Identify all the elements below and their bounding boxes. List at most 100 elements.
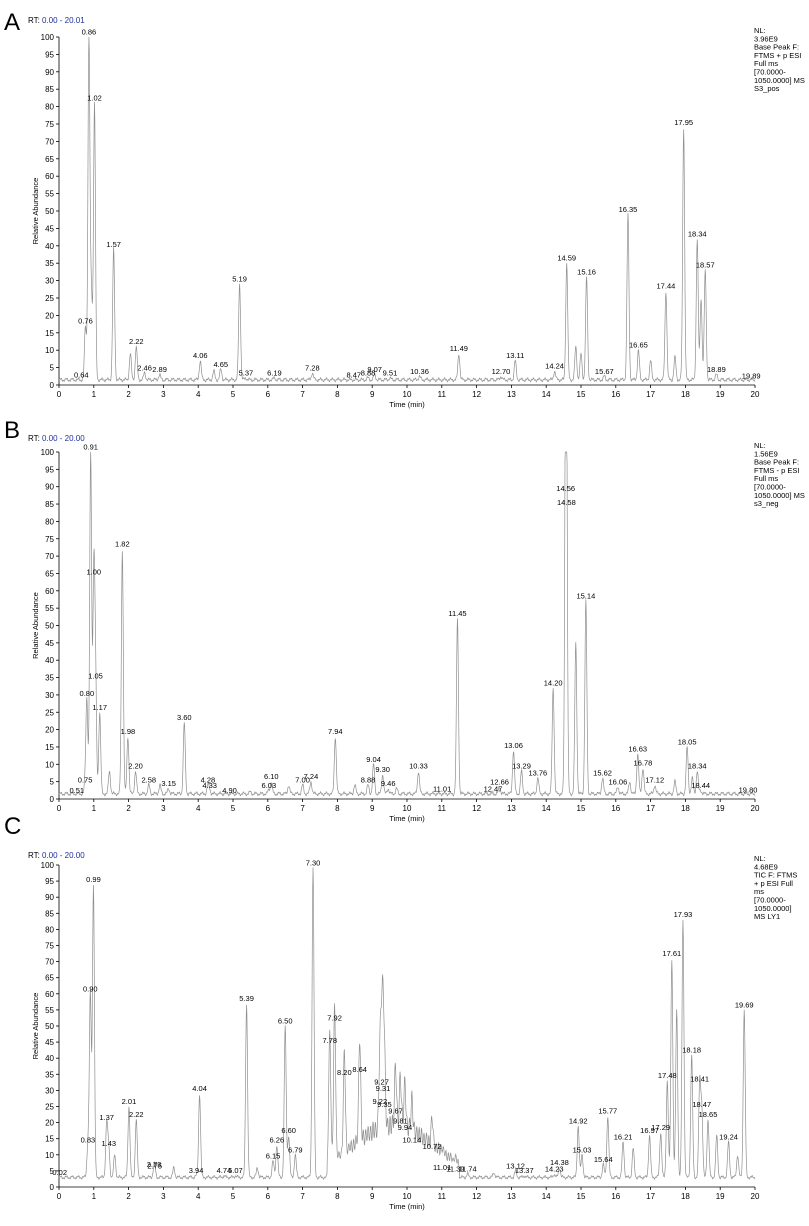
x-tick-label: 5 <box>231 804 236 813</box>
x-tick-label: 20 <box>751 390 760 399</box>
peak-label: 4.28 <box>201 776 216 785</box>
y-tick-label: 60 <box>45 587 54 596</box>
panel-a: A RT: 0.00 - 20.01051015202530354045505560… <box>4 9 805 409</box>
y-tick-label: 60 <box>45 990 54 999</box>
y-tick-label: 70 <box>45 958 54 967</box>
info-line: TIC F: FTMS <box>754 871 797 880</box>
peak-label: 6.60 <box>281 1126 296 1135</box>
y-tick-label: 30 <box>45 277 54 286</box>
peak-label: 6.03 <box>262 781 277 790</box>
peak-label: 14.56 <box>556 484 575 493</box>
info-line: + p ESI Full <box>754 879 793 888</box>
peak-label: 15.64 <box>594 1155 613 1164</box>
y-tick-label: 10 <box>45 760 54 769</box>
peak-label: 19.89 <box>742 371 761 380</box>
peak-label: 18.44 <box>691 781 710 790</box>
x-tick-label: 14 <box>542 1192 551 1201</box>
peak-label: 14.59 <box>557 254 576 263</box>
x-tick-label: 6 <box>266 390 271 399</box>
panel-letter: B <box>4 417 20 444</box>
x-tick-label: 13 <box>507 804 516 813</box>
x-tick-label: 5 <box>231 1192 236 1201</box>
y-tick-label: 80 <box>45 925 54 934</box>
y-tick-label: 45 <box>45 1038 54 1047</box>
peak-label: 18.41 <box>690 1074 709 1083</box>
y-tick-label: 35 <box>45 1070 54 1079</box>
x-tick-label: 16 <box>611 804 620 813</box>
peak-label: 15.14 <box>576 592 595 601</box>
x-tick-label: 19 <box>716 1192 725 1201</box>
peak-label: 3.60 <box>177 713 192 722</box>
y-tick-label: 20 <box>45 726 54 735</box>
peak-label: 8.20 <box>337 1068 352 1077</box>
peak-label: 9.35 <box>377 1100 392 1109</box>
x-tick-label: 10 <box>403 390 412 399</box>
peak-label: 2.75 <box>147 1161 162 1170</box>
y-tick-label: 65 <box>45 569 54 578</box>
peak-label: 14.23 <box>545 1165 564 1174</box>
peak-label: 1.43 <box>101 1139 116 1148</box>
y-tick-label: 75 <box>45 535 54 544</box>
chromatogram-trace <box>58 36 756 383</box>
x-tick-label: 9 <box>370 390 375 399</box>
peak-label: 9.31 <box>376 1084 391 1093</box>
x-tick-label: 0 <box>57 390 62 399</box>
y-tick-label: 65 <box>45 155 54 164</box>
x-tick-label: 4 <box>196 804 201 813</box>
peak-label: 9.81 <box>393 1116 408 1125</box>
peak-label: 15.67 <box>595 367 614 376</box>
peak-label: 12.66 <box>490 777 509 786</box>
x-tick-label: 1 <box>92 804 97 813</box>
peak-label: 8.47 <box>346 370 361 379</box>
x-tick-label: 19 <box>716 804 725 813</box>
y-tick-label: 70 <box>45 552 54 561</box>
info-line: S3_pos <box>754 84 780 93</box>
peak-label: 14.24 <box>545 362 564 371</box>
info-line: NL: <box>754 441 766 450</box>
peak-label: 17.48 <box>658 1071 677 1080</box>
peak-label: 0.90 <box>83 984 98 993</box>
y-tick-label: 75 <box>45 120 54 129</box>
y-tick-label: 90 <box>45 68 54 77</box>
x-tick-label: 17 <box>646 390 655 399</box>
y-tick-label: 55 <box>45 604 54 613</box>
peak-label: 18.89 <box>707 365 726 374</box>
x-tick-label: 16 <box>611 1192 620 1201</box>
x-tick-label: 20 <box>751 804 760 813</box>
x-tick-label: 18 <box>681 1192 690 1201</box>
peak-label: 10.14 <box>402 1136 421 1145</box>
info-line: [70.0000- <box>754 68 786 77</box>
peak-label: 13.29 <box>512 762 531 771</box>
y-tick-label: 5 <box>50 1167 55 1176</box>
y-tick-label: 80 <box>45 103 54 112</box>
peak-label: 15.03 <box>573 1145 592 1154</box>
peak-label: 10.72 <box>423 1142 442 1151</box>
x-axis-label: Time (min) <box>389 400 425 409</box>
info-line: 1.56E9 <box>754 449 778 458</box>
rt-label: RT: <box>28 16 40 25</box>
x-axis-label: Time (min) <box>389 814 425 823</box>
peak-label: 11.01 <box>433 784 451 793</box>
x-tick-label: 14 <box>542 804 551 813</box>
peak-label: 5.07 <box>228 1166 243 1175</box>
peak-label: 13.06 <box>504 741 523 750</box>
y-tick-label: 45 <box>45 224 54 233</box>
panel-b: B RT: 0.00 - 20.00051015202530354045505560… <box>4 417 805 823</box>
peak-label: 19.69 <box>735 1000 754 1009</box>
peak-label: 15.16 <box>577 268 596 277</box>
peak-label: 18.47 <box>692 1100 711 1109</box>
peak-label: 16.65 <box>629 341 648 350</box>
peak-label: 1.00 <box>86 567 101 576</box>
x-tick-label: 0 <box>57 804 62 813</box>
peak-label: 5.39 <box>239 994 254 1003</box>
info-line: FTMS - p ESI <box>754 466 799 475</box>
peak-label: 6.26 <box>270 1136 285 1145</box>
peak-label: 7.00 <box>295 776 310 785</box>
peak-label: 9.04 <box>366 755 381 764</box>
x-tick-label: 3 <box>161 390 166 399</box>
y-tick-label: 15 <box>45 329 54 338</box>
peak-label: 3.94 <box>189 1166 204 1175</box>
x-tick-label: 7 <box>300 390 305 399</box>
panel-letter: A <box>4 9 20 36</box>
x-tick-label: 2 <box>126 804 131 813</box>
